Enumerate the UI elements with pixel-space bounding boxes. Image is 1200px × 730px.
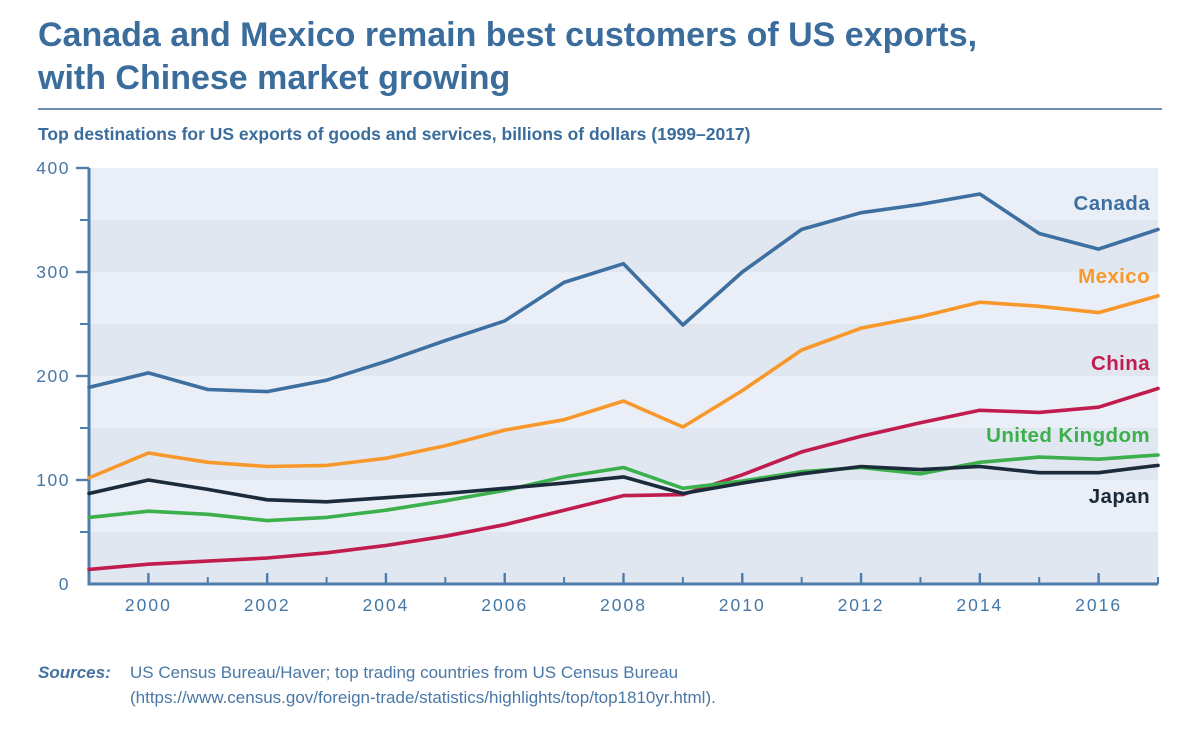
sources-block: Sources: US Census Bureau/Haver; top tra… [38, 661, 716, 710]
x-tick-label: 2000 [125, 595, 172, 615]
x-tick-label: 2008 [600, 595, 647, 615]
series-line-china [87, 386, 1160, 572]
y-tick-label: 0 [59, 574, 70, 594]
figure-title-line1: Canada and Mexico remain best customers … [38, 16, 978, 54]
x-tick-label: 2002 [244, 595, 291, 615]
axis-line [87, 168, 1158, 586]
chart-subtitle: Top destinations for US exports of goods… [38, 124, 751, 144]
y-tick-label: 400 [36, 158, 70, 178]
y-tick-label: 100 [36, 470, 70, 490]
plot-band-dark [89, 428, 1158, 480]
plot-band-light [89, 168, 1158, 220]
sources-line1: US Census Bureau/Haver; top trading coun… [130, 663, 679, 682]
plot-band-dark [89, 324, 1158, 376]
series-line-united-kingdom [87, 453, 1160, 523]
series-line-canada [87, 192, 1160, 394]
sources-text: US Census Bureau/Haver; top trading coun… [130, 661, 716, 710]
x-tick-label: 2012 [838, 595, 885, 615]
series-line-mexico [87, 294, 1160, 480]
sources-label: Sources: [38, 663, 111, 682]
sources-line2: (https://www.census.gov/foreign-trade/st… [130, 687, 716, 707]
x-tick-label: 2016 [1075, 595, 1122, 615]
series-line-japan [87, 463, 1160, 504]
figure-title: Canada and Mexico remain best customers … [38, 14, 1168, 100]
series-label-canada: Canada [1074, 192, 1151, 215]
series-label-mexico: Mexico [1078, 265, 1150, 288]
x-tick-label: 2010 [719, 595, 766, 615]
plot-band-light [89, 480, 1158, 532]
x-tick-label: 2014 [956, 595, 1003, 615]
y-tick-label: 300 [36, 262, 70, 282]
series-label-china: China [1091, 352, 1150, 375]
title-divider [38, 108, 1162, 110]
series-label-japan: Japan [1089, 485, 1150, 508]
figure-title-line2: with Chinese market growing [38, 59, 511, 97]
x-tick-label: 2004 [362, 595, 409, 615]
y-tick-label: 200 [36, 366, 70, 386]
series-label-united-kingdom: United Kingdom [986, 424, 1150, 447]
x-tick-label: 2006 [481, 595, 528, 615]
plot-band-light [89, 272, 1158, 324]
